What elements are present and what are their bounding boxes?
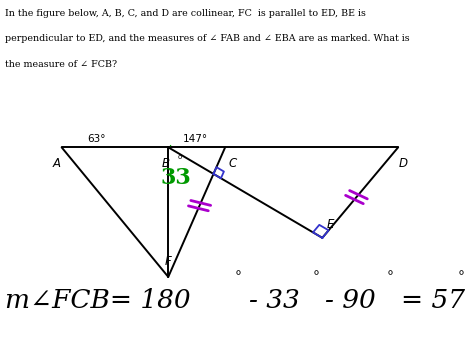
- Text: 33: 33: [160, 167, 191, 189]
- Text: 63°: 63°: [88, 135, 106, 144]
- Text: D: D: [399, 157, 407, 170]
- Text: C: C: [228, 157, 237, 170]
- Text: °: °: [457, 270, 465, 284]
- Text: In the figure below, A, B, C, and D are collinear, FC  is parallel to ED, BE is: In the figure below, A, B, C, and D are …: [5, 9, 365, 18]
- Text: o: o: [178, 154, 182, 160]
- Text: E: E: [327, 218, 335, 231]
- Text: A: A: [53, 157, 61, 170]
- Text: - 33: - 33: [249, 288, 300, 312]
- Text: m∠FCB= 180: m∠FCB= 180: [5, 288, 191, 312]
- Text: °: °: [386, 270, 393, 284]
- Text: perpendicular to ED, and the measures of ∠ FAB and ∠ EBA are as marked. What is: perpendicular to ED, and the measures of…: [5, 34, 410, 43]
- Text: B: B: [162, 157, 170, 170]
- Text: °: °: [235, 270, 242, 284]
- Text: 147°: 147°: [182, 135, 208, 144]
- Text: F: F: [165, 255, 172, 268]
- Text: the measure of ∠ FCB?: the measure of ∠ FCB?: [5, 60, 117, 69]
- Text: °: °: [313, 270, 320, 284]
- Text: = 57: = 57: [401, 288, 465, 312]
- Text: - 90: - 90: [325, 288, 375, 312]
